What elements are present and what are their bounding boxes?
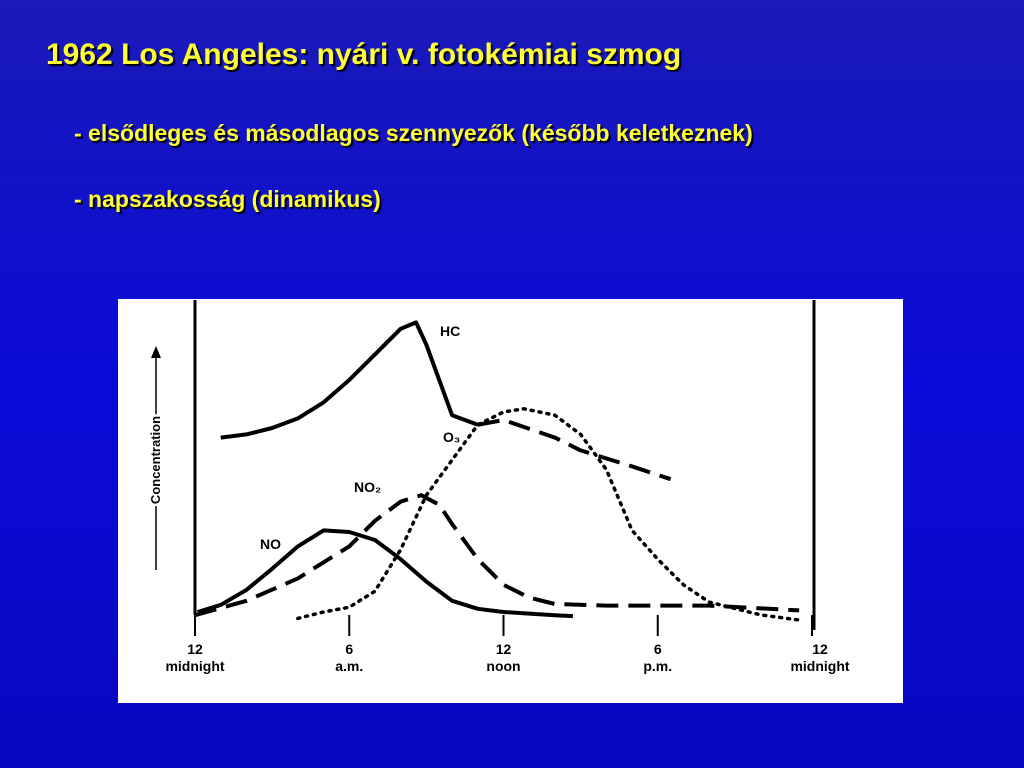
series-label: O₃ <box>443 429 460 445</box>
series-line <box>220 320 479 440</box>
series-line <box>477 418 672 482</box>
x-tick-label: 12 midnight <box>790 641 850 674</box>
series-label: NO₂ <box>354 479 381 495</box>
y-axis-label: Concentration <box>148 416 163 504</box>
bullet: - napszakosság (dinamikus) <box>74 186 381 212</box>
x-tick-label: 12 noon <box>486 641 521 674</box>
chart-panel <box>118 299 903 703</box>
slide-title: 1962 Los Angeles: nyári v. fotokémiai sz… <box>46 38 682 71</box>
bullet: - elsődleges és másodlagos szennyezők (k… <box>74 120 753 146</box>
x-tick-label: 6 p.m. <box>643 641 673 674</box>
series-line <box>196 528 574 619</box>
y-arrow-head <box>151 346 161 358</box>
series-line <box>194 493 800 618</box>
series-line <box>296 407 801 622</box>
series-label: NO <box>260 536 281 552</box>
x-tick-label: 12 midnight <box>165 641 225 674</box>
x-tick-label: 6 a.m. <box>335 641 364 674</box>
series-label: HC <box>440 323 460 339</box>
